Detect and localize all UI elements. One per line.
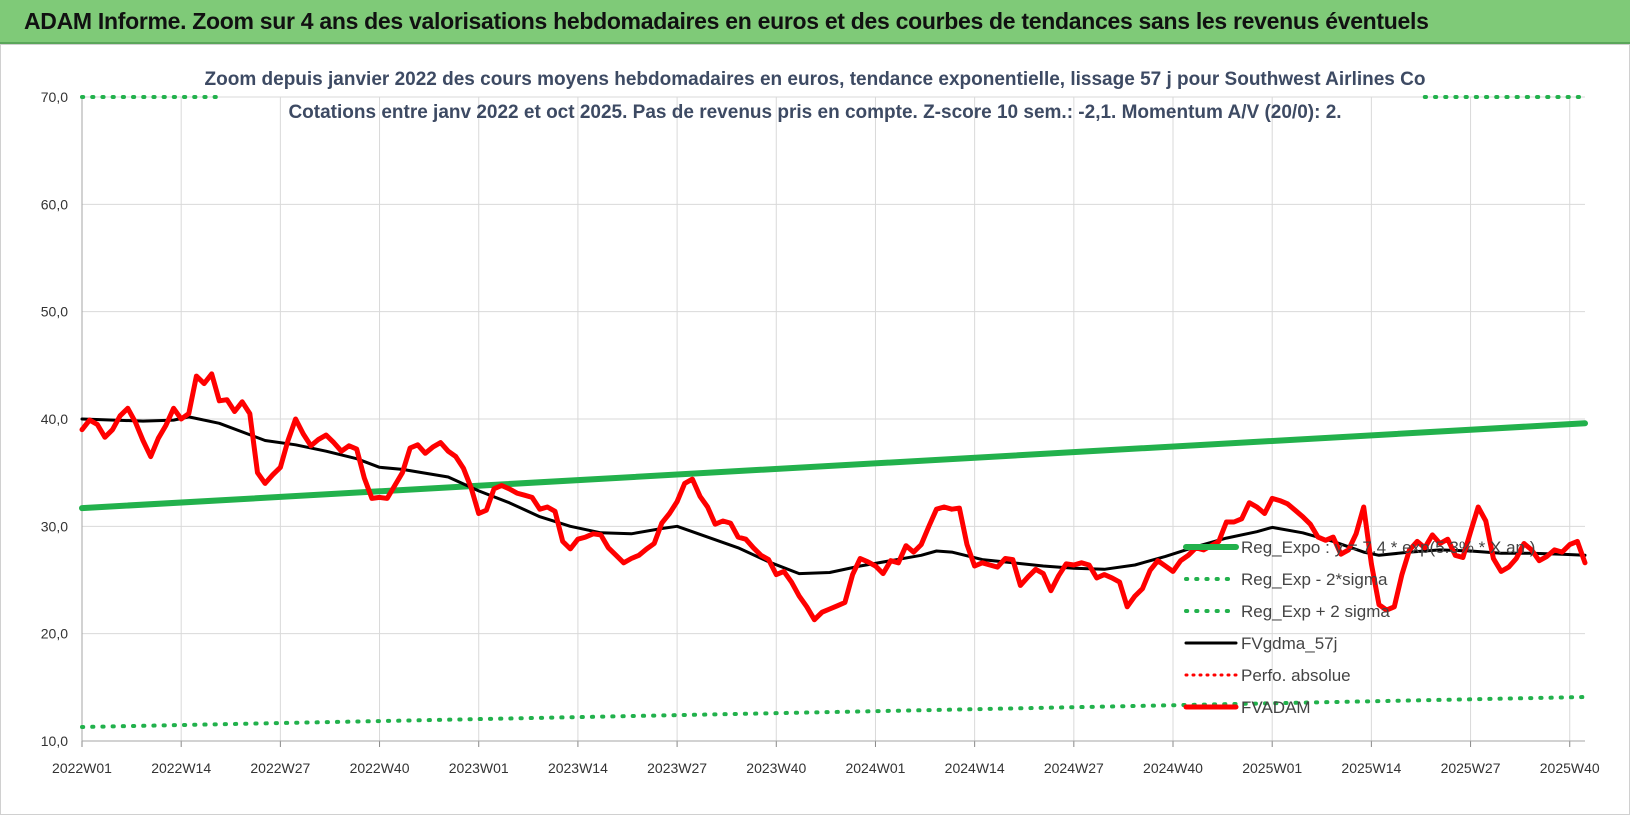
legend-label-5: FVADAM [1241, 698, 1311, 717]
x-tick-label: 2025W01 [1242, 760, 1302, 776]
x-tick-label: 2024W01 [845, 760, 905, 776]
chart-subtitle: Cotations entre janv 2022 et oct 2025. P… [288, 102, 1341, 123]
legend-label-0: Reg_Expo : y = 7.4 * exp(5.3% * X an ) [1241, 538, 1535, 557]
legend-label-1: Reg_Exp - 2*sigma [1241, 570, 1388, 589]
x-tick-label: 2022W27 [250, 760, 310, 776]
y-tick-label: 30,0 [41, 518, 68, 534]
series-line-5 [79, 371, 1588, 623]
x-tick-label: 2023W14 [548, 760, 608, 776]
legend-label-2: Reg_Exp + 2 sigma [1241, 602, 1390, 621]
report-title: ADAM Informe. Zoom sur 4 ans des valoris… [24, 8, 1429, 34]
series-line-1 [80, 695, 1587, 729]
axes: 10,0 20,0 30,0 40,0 50,0 60,0 70,0 2022W01 2022W… [41, 89, 1600, 776]
x-tick-label: 2023W27 [647, 760, 707, 776]
series-lines [79, 95, 1588, 729]
x-tick-label: 2022W01 [52, 760, 112, 776]
grid-lines [81, 96, 1585, 742]
x-tick-label: 2024W14 [945, 760, 1005, 776]
x-tick-label: 2025W40 [1540, 760, 1600, 776]
x-tick-label: 2025W27 [1441, 760, 1501, 776]
x-tick-label: 2024W27 [1044, 760, 1104, 776]
x-tick-label: 2022W14 [151, 760, 211, 776]
x-tick-label: 2023W40 [746, 760, 806, 776]
y-tick-label: 70,0 [41, 89, 68, 105]
report-banner: ADAM Informe. Zoom sur 4 ans des valoris… [0, 0, 1630, 44]
y-tick-label: 10,0 [41, 733, 68, 749]
legend-label-4: Perfo. absolue [1241, 666, 1351, 685]
x-tick-label: 2024W40 [1143, 760, 1203, 776]
x-tick-label: 2023W01 [449, 760, 509, 776]
y-tick-label: 50,0 [41, 304, 68, 320]
legend-label-3: FVgdma_57j [1241, 634, 1337, 653]
y-tick-label: 20,0 [41, 626, 68, 642]
y-tick-label: 60,0 [41, 196, 68, 212]
y-tick-label: 40,0 [41, 411, 68, 427]
series-line-0 [79, 420, 1588, 512]
chart-title: Zoom depuis janvier 2022 des cours moyen… [205, 69, 1426, 90]
x-tick-label: 2022W40 [350, 760, 410, 776]
legend: Reg_Expo : y = 7.4 * exp(5.3% * X an ) Re… [1183, 538, 1535, 717]
x-tick-label: 2025W14 [1341, 760, 1401, 776]
